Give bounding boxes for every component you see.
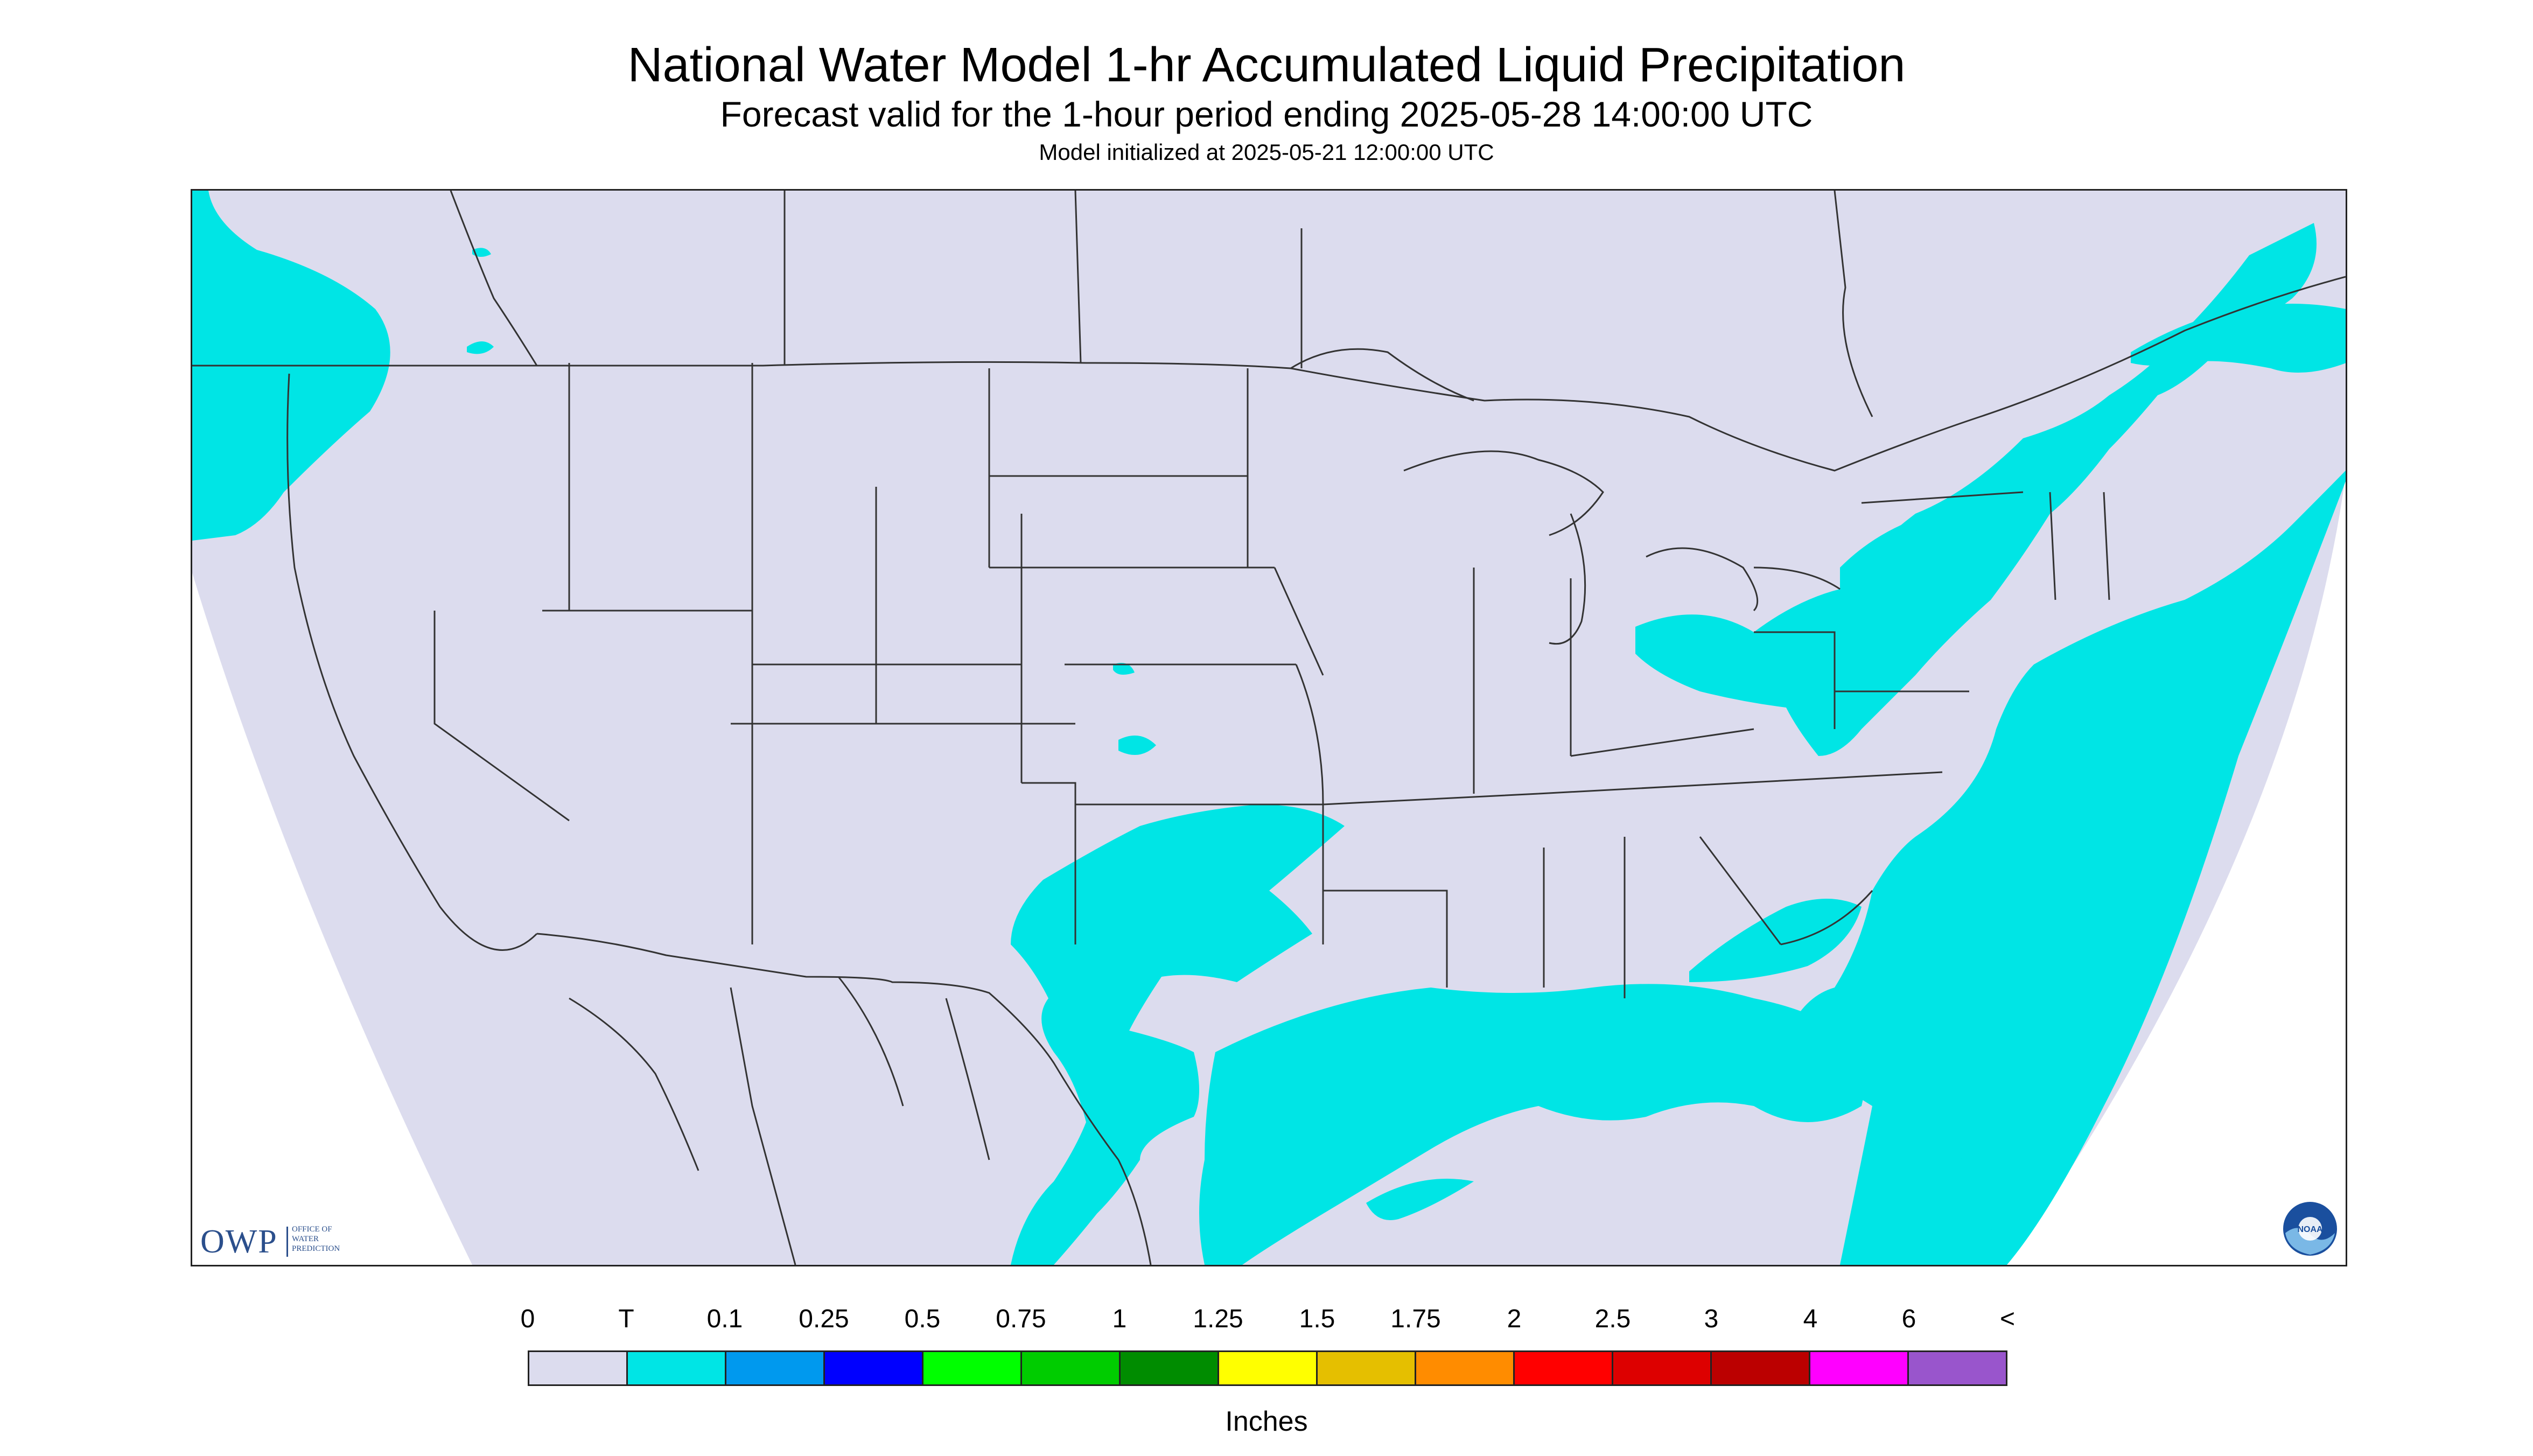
legend-swatch bbox=[1318, 1352, 1416, 1384]
map-title: National Water Model 1-hr Accumulated Li… bbox=[627, 38, 1906, 92]
legend-label: 0 bbox=[520, 1305, 535, 1333]
model-init-label: Model initialized at 2025-05-21 12:00:00… bbox=[1039, 139, 1494, 165]
legend-label: 6 bbox=[1901, 1305, 1916, 1333]
legend-label: 1.25 bbox=[1193, 1305, 1243, 1333]
political-borders bbox=[192, 191, 2346, 1265]
legend-swatch bbox=[1810, 1352, 1909, 1384]
precip-bahamas bbox=[1937, 1151, 2023, 1265]
border-states-central bbox=[988, 368, 1539, 988]
legend-swatch bbox=[628, 1352, 726, 1384]
border-canada-provinces bbox=[450, 191, 1873, 417]
precip-bc-spot bbox=[472, 248, 491, 257]
legend-swatch bbox=[825, 1352, 923, 1384]
legend-label: 2 bbox=[1507, 1305, 1522, 1333]
precipitation-map[interactable] bbox=[191, 189, 2347, 1266]
legend-label: T bbox=[618, 1305, 634, 1333]
legend-swatch bbox=[1219, 1352, 1318, 1384]
owp-logo-text: OWP bbox=[200, 1223, 278, 1260]
noaa-logo-text: NOAA bbox=[2297, 1225, 2323, 1234]
legend-swatch bbox=[1515, 1352, 1613, 1384]
owp-logo-line: WATER bbox=[292, 1235, 319, 1243]
legend-labels: 0 T 0.1 0.25 0.5 0.75 1 1.25 1.5 1.75 2 … bbox=[0, 1303, 2533, 1341]
legend-swatch bbox=[1909, 1352, 2006, 1384]
precip-nebraska-spot bbox=[1113, 663, 1135, 675]
precip-nw-spot bbox=[467, 341, 494, 354]
legend-label: 0.25 bbox=[799, 1305, 849, 1333]
legend-label: 2.5 bbox=[1594, 1305, 1631, 1333]
legend-label: 0.1 bbox=[706, 1305, 743, 1333]
border-us-mexico bbox=[536, 933, 1152, 1265]
legend-label: 1 bbox=[1112, 1305, 1127, 1333]
border-canada-us bbox=[192, 276, 2346, 472]
precip-trace-areas bbox=[192, 191, 2346, 1265]
owp-logo-subtext: OFFICE OF WATER PREDICTION bbox=[292, 1224, 373, 1254]
owp-logo-line: PREDICTION bbox=[292, 1244, 340, 1253]
legend-swatch bbox=[1416, 1352, 1515, 1384]
forecast-valid-subtitle: Forecast valid for the 1-hour period end… bbox=[720, 94, 1813, 134]
model-domain bbox=[192, 191, 2346, 1265]
precip-northeast bbox=[1635, 223, 2317, 756]
legend-swatch bbox=[1712, 1352, 1810, 1384]
legend-swatch bbox=[1613, 1352, 1712, 1384]
border-great-lakes bbox=[1403, 450, 1841, 645]
precip-gulf bbox=[1199, 984, 1864, 1265]
legend-units-label: Inches bbox=[1225, 1406, 1308, 1437]
precip-great-lakes bbox=[1840, 519, 2002, 589]
owp-logo-divider bbox=[286, 1227, 288, 1257]
legend-color-bar bbox=[528, 1350, 2007, 1386]
precip-kansas-spot bbox=[1118, 736, 1156, 755]
legend-swatch bbox=[1022, 1352, 1121, 1384]
owp-logo: OWP OFFICE OF WATER PREDICTION bbox=[200, 1221, 373, 1262]
legend-label: 3 bbox=[1704, 1305, 1719, 1333]
precip-florida-gulf bbox=[1366, 1179, 1474, 1220]
legend-label: 1.5 bbox=[1299, 1305, 1335, 1333]
legend-swatch bbox=[923, 1352, 1022, 1384]
border-mexico-states bbox=[569, 976, 990, 1265]
precip-atlantic bbox=[1781, 471, 2346, 1265]
precip-south-central bbox=[1011, 804, 1345, 1265]
legend-swatch bbox=[726, 1352, 825, 1384]
legend-label: < bbox=[1999, 1305, 2016, 1333]
border-states-west bbox=[433, 363, 1323, 944]
legend-label: 0.5 bbox=[904, 1305, 941, 1333]
border-west-coast bbox=[286, 373, 538, 951]
owp-logo-line: OFFICE OF bbox=[292, 1225, 332, 1234]
border-states-east bbox=[1473, 491, 2110, 998]
legend-swatch bbox=[529, 1352, 628, 1384]
legend-swatch bbox=[1121, 1352, 1219, 1384]
legend-label: 1.75 bbox=[1390, 1305, 1441, 1333]
legend-label: 0.75 bbox=[996, 1305, 1046, 1333]
legend-label: 4 bbox=[1803, 1305, 1818, 1333]
precip-quebec bbox=[2131, 304, 2346, 373]
noaa-logo-icon: NOAA bbox=[2282, 1201, 2338, 1257]
precip-southeast bbox=[1689, 899, 1862, 982]
